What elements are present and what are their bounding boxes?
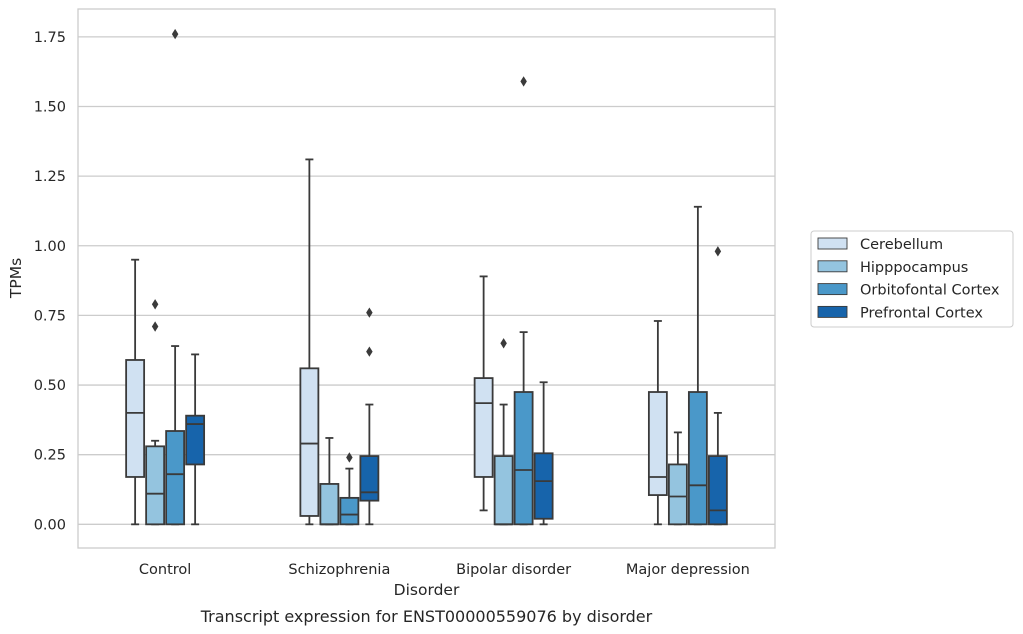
legend: Cerebellum Hipppocampus Orbitofontal Corte… [810, 230, 1014, 328]
box-iqr [125, 359, 146, 478]
box-iqr [359, 455, 380, 502]
y-tick-label: 1.50 [34, 99, 66, 115]
box-group [339, 452, 360, 526]
box-group [299, 158, 320, 526]
box-iqr [145, 445, 166, 526]
outlier-point [346, 452, 353, 463]
box-group [647, 320, 668, 526]
legend-swatch [817, 283, 848, 296]
box-iqr [667, 463, 688, 526]
outlier-point [500, 338, 507, 349]
legend-frame [810, 230, 1014, 328]
y-tick-label: 0.25 [34, 448, 66, 464]
box-group [319, 437, 340, 526]
outlier-point [520, 76, 527, 87]
box-group [687, 205, 708, 526]
legend-label: Prefrontal Cortex [860, 305, 983, 321]
legend-swatch [817, 237, 848, 250]
box-group [473, 275, 494, 512]
chart-caption: Transcript expression for ENST0000055907… [200, 607, 653, 626]
box-group [493, 338, 514, 526]
outlier-point [151, 299, 159, 310]
legend-label: Orbitofontal Cortex [860, 283, 1000, 299]
box-group [707, 246, 728, 526]
box-iqr [493, 455, 514, 526]
box-iqr [513, 391, 534, 526]
y-tick-label: 0.75 [34, 308, 66, 324]
x-tick-labels: Control Schizophrenia Bipolar disorder Majo… [139, 562, 750, 578]
box-iqr [687, 391, 708, 526]
y-tick-label: 1.75 [34, 30, 66, 46]
outlier-point [366, 346, 373, 357]
x-tick-label: Bipolar disorder [456, 562, 571, 578]
box-iqr [339, 496, 360, 526]
box-group [185, 353, 206, 526]
box-iqr [707, 455, 728, 526]
box-group [667, 431, 688, 526]
box-group [513, 76, 534, 526]
box-group [359, 307, 380, 526]
outlier-point [714, 246, 722, 257]
legend-swatch [817, 260, 848, 273]
legend-label: Hipppocampus [860, 260, 968, 276]
box-iqr [647, 391, 668, 496]
outlier-point [366, 307, 373, 318]
y-tick-labels: 0.00 0.25 0.50 0.75 1.00 1.25 1.50 1.75 [34, 30, 66, 533]
box-iqr [533, 452, 554, 520]
legend-swatch [817, 305, 848, 318]
plot-frame [77, 8, 776, 549]
x-tick-label: Control [139, 562, 191, 578]
x-tick-label: Major depression [626, 562, 750, 578]
box-group [533, 381, 554, 526]
box-iqr [185, 414, 206, 466]
y-tick-label: 1.00 [34, 239, 66, 255]
outlier-point [171, 28, 179, 40]
y-axis-label: TPMs [7, 258, 25, 299]
outlier-point [151, 321, 159, 332]
box-group [125, 258, 146, 526]
legend-label: Cerebellum [860, 237, 943, 253]
boxes [125, 28, 728, 526]
box-iqr [473, 377, 494, 478]
y-tick-label: 0.50 [34, 378, 66, 394]
x-tick-label: Schizophrenia [288, 562, 390, 578]
box-group [165, 28, 186, 526]
box-group [145, 299, 166, 526]
box-iqr [319, 483, 340, 526]
box-iqr [165, 430, 186, 526]
box-iqr [299, 367, 320, 517]
y-tick-label: 0.00 [34, 517, 66, 533]
x-axis-label: Disorder [394, 581, 460, 599]
y-tick-label: 1.25 [34, 169, 66, 185]
